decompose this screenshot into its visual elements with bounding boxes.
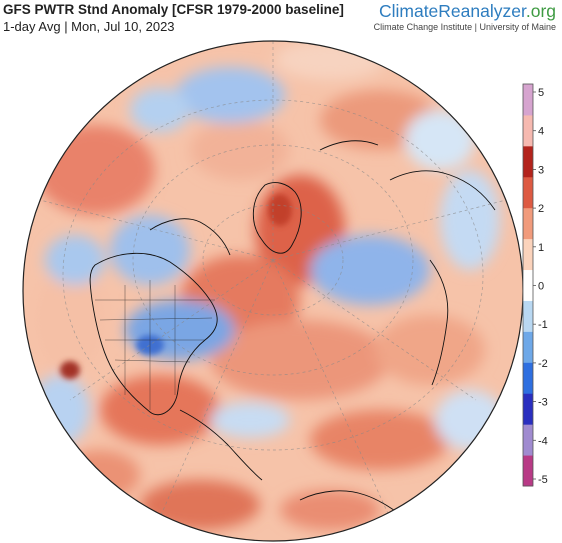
colorbar-tick-label: -3 [538,397,548,409]
borders [95,280,215,410]
colorbar-step [523,455,533,487]
colorbar-tick-label: 3 [538,164,544,176]
colorbar-tick-label: 2 [538,203,544,215]
coastlines [89,140,496,523]
colorbar-step [523,114,533,147]
colorbar-tick-label: 5 [538,87,544,99]
colorbar-step [523,331,533,363]
colorbar-tick-label: -5 [538,474,548,486]
colorbar-tick-label: 1 [538,242,544,254]
colorbar-step [523,207,533,240]
colorbar-tick-label: 4 [538,126,544,138]
hotspot-marker [60,361,80,379]
map-title: GFS PWTR Stnd Anomaly [CFSR 1979-2000 ba… [3,2,344,17]
colorbar-tick-label: -4 [538,435,548,447]
colorbar-step [523,362,533,394]
colorbar-tick-label: 0 [538,281,544,293]
colorbar-tick-label: -2 [538,358,548,370]
colorbar-step [523,145,533,178]
colorbar-step [523,424,533,456]
colorbar-step [523,269,533,301]
brand-name: ClimateReanalyzer [378,1,526,21]
anomaly-field [30,41,505,530]
brand-tagline: Climate Change Institute | University of… [373,22,556,32]
brand-logo[interactable]: ClimateReanalyzer.org [379,1,556,22]
colorbar-step [523,300,533,332]
colorbar-tick-label: -1 [538,319,548,331]
colorbar-frame [522,83,534,487]
map-subtitle: 1-day Avg | Mon, Jul 10, 2023 [3,19,175,34]
colorbar-step [523,176,533,209]
graticule [39,41,507,541]
colorbar-step [523,238,533,271]
colorbar-step [523,84,533,116]
colorbar-step [523,393,533,425]
brand-domain: .org [525,1,556,21]
